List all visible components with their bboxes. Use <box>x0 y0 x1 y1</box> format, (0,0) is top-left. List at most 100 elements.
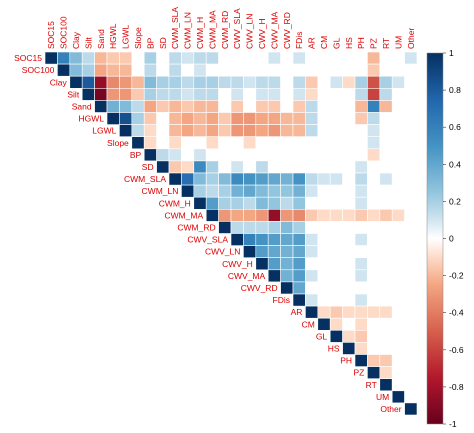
cell-cwv-ma-cwv-ma <box>268 270 280 282</box>
col-label-bp: BP <box>145 37 155 49</box>
cell-cwm-ln-gl <box>330 185 342 197</box>
row-label-gl: GL <box>316 331 328 341</box>
row-label-cwm-rd: CWM_RD <box>177 222 215 232</box>
cell-ar-gl <box>330 306 342 318</box>
cell-slope-fdis <box>293 137 305 149</box>
cell-bp-cwm-sla <box>169 149 181 161</box>
cell-lgwl-cwm-sla <box>169 125 181 137</box>
cell-rt-um <box>392 379 404 391</box>
cell-cwm-rd-fdis <box>293 221 305 233</box>
cell-sd-um <box>392 161 404 173</box>
cell-soc15-fdis <box>293 52 305 64</box>
cell-sd-cwm-sla <box>169 161 181 173</box>
cell-hgwl-ar <box>305 113 317 125</box>
cell-soc15-bp <box>144 52 156 64</box>
col-label-cwv-ln: CWV_LN <box>245 14 255 49</box>
cell-cwm-sla-cwm-h <box>194 173 206 185</box>
cell-cwv-rd-cwv-rd <box>281 282 293 294</box>
cell-sand-cwv-h <box>256 100 268 112</box>
cell-soc100-cwm-ma <box>206 64 218 76</box>
cell-clay-hgwl <box>107 76 119 88</box>
cell-cwm-ma-cwm-rd <box>219 209 231 221</box>
cell-sd-cwm-rd <box>219 161 231 173</box>
cell-sd-cwv-h <box>256 161 268 173</box>
cell-clay-hs <box>343 76 355 88</box>
cell-lgwl-cm <box>318 125 330 137</box>
cell-lgwl-other <box>405 125 417 137</box>
cell-slope-cwm-sla <box>169 137 181 149</box>
cell-sand-bp <box>144 100 156 112</box>
legend-tick-label: 0.4 <box>449 159 461 169</box>
cell-soc15-cwv-rd <box>281 52 293 64</box>
cell-soc15-ar <box>305 52 317 64</box>
cell-soc100-sand <box>95 64 107 76</box>
cell-cwv-ma-um <box>392 270 404 282</box>
cell-sand-cwv-ln <box>243 100 255 112</box>
cell-cwm-ma-cwv-ln <box>243 209 255 221</box>
row-label-sand: Sand <box>72 101 92 111</box>
cell-sd-ph <box>355 161 367 173</box>
cell-sd-pz <box>367 161 379 173</box>
cell-hgwl-rt <box>380 113 392 125</box>
col-label-clay: Clay <box>71 31 81 49</box>
cell-clay-um <box>392 76 404 88</box>
legend-tick-label: 0.6 <box>449 122 461 132</box>
cell-slope-cwv-h <box>256 137 268 149</box>
cell-lgwl-cwm-h <box>194 125 206 137</box>
cell-sand-lgwl <box>119 100 131 112</box>
cell-soc100-hs <box>343 64 355 76</box>
cell-bp-cwm-ma <box>206 149 218 161</box>
cell-hgwl-pz <box>367 113 379 125</box>
cell-cwv-ln-cwv-h <box>256 246 268 258</box>
cell-cwm-h-um <box>392 197 404 209</box>
cell-sd-cwm-h <box>194 161 206 173</box>
cell-clay-pz <box>367 76 379 88</box>
cell-cm-rt <box>380 318 392 330</box>
cell-hgwl-other <box>405 113 417 125</box>
cell-fdis-other <box>405 294 417 306</box>
cell-clay-cwv-rd <box>281 76 293 88</box>
cell-sand-rt <box>380 100 392 112</box>
cell-sand-um <box>392 100 404 112</box>
cell-cwv-h-gl <box>330 258 342 270</box>
cell-cwm-ma-other <box>405 209 417 221</box>
cell-bp-fdis <box>293 149 305 161</box>
cell-fdis-um <box>392 294 404 306</box>
cell-pz-um <box>392 367 404 379</box>
cell-lgwl-cwm-ma <box>206 125 218 137</box>
cell-soc100-bp <box>144 64 156 76</box>
cell-cwm-ln-fdis <box>293 185 305 197</box>
cell-soc100-clay <box>70 64 82 76</box>
cell-lgwl-fdis <box>293 125 305 137</box>
cell-cwm-h-cwm-h <box>194 197 206 209</box>
cell-cwm-sla-cwv-rd <box>281 173 293 185</box>
cell-soc100-cwm-rd <box>219 64 231 76</box>
cell-clay-silt <box>82 76 94 88</box>
cell-sd-cwv-ma <box>268 161 280 173</box>
cell-lgwl-gl <box>330 125 342 137</box>
cell-sd-sd <box>157 161 169 173</box>
cell-cwm-h-rt <box>380 197 392 209</box>
cell-cwm-h-cwm-rd <box>219 197 231 209</box>
cell-fdis-ph <box>355 294 367 306</box>
cell-sand-cwv-rd <box>281 100 293 112</box>
cell-cwv-ln-um <box>392 246 404 258</box>
cell-sand-cwm-h <box>194 100 206 112</box>
cell-cwm-ma-hs <box>343 209 355 221</box>
col-label-fdis: FDis <box>294 32 304 49</box>
cell-soc100-silt <box>82 64 94 76</box>
cell-ar-ph <box>355 306 367 318</box>
cell-soc100-cwv-h <box>256 64 268 76</box>
cell-cwm-rd-hs <box>343 221 355 233</box>
cell-sand-hs <box>343 100 355 112</box>
cell-cwv-h-um <box>392 258 404 270</box>
cell-soc100-lgwl <box>119 64 131 76</box>
cell-slope-cwv-ln <box>243 137 255 149</box>
cell-cwv-sla-gl <box>330 234 342 246</box>
cell-cwv-sla-cwv-rd <box>281 234 293 246</box>
cell-cwm-sla-cwv-ma <box>268 173 280 185</box>
cell-sand-pz <box>367 100 379 112</box>
cell-clay-cwv-ma <box>268 76 280 88</box>
cell-lgwl-um <box>392 125 404 137</box>
color-legend: 10.80.60.40.20-0.2-0.4-0.6-0.8-1 <box>427 48 464 429</box>
